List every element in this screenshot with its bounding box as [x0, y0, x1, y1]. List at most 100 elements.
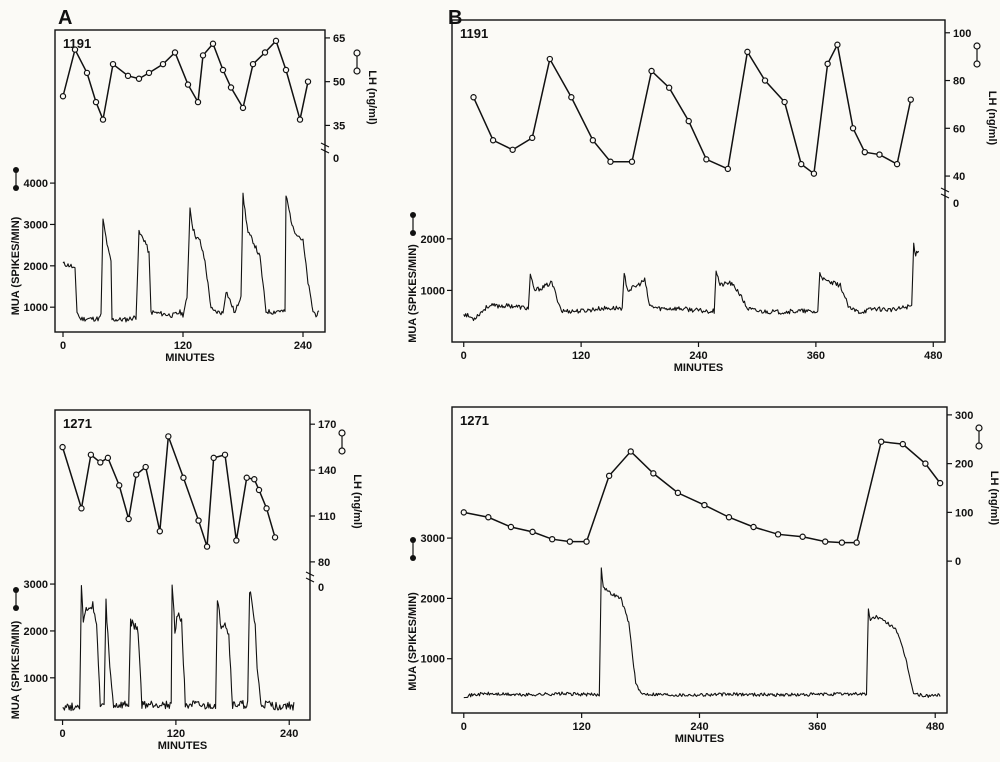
- x-tick-label: 120: [167, 728, 185, 740]
- lh-point: [674, 489, 682, 497]
- lh-tick-label: 0: [955, 556, 961, 568]
- panel-label-a: A: [58, 7, 72, 29]
- lh-point: [893, 160, 901, 168]
- lh-point: [822, 538, 829, 545]
- lh-point: [251, 476, 258, 483]
- mua-axis-label: MUA (SPIKES/MIN): [10, 216, 22, 315]
- mua-tick-label: 2000: [24, 626, 48, 638]
- lh-tick-label: 65: [333, 33, 345, 45]
- x-tick-label: 240: [689, 350, 707, 362]
- lh-point: [78, 505, 85, 512]
- lh-point: [125, 515, 132, 523]
- x-tick-label: 0: [59, 728, 65, 740]
- lh-point: [104, 454, 112, 462]
- lh-point: [142, 463, 149, 471]
- lh-point: [227, 84, 235, 91]
- lh-point: [834, 41, 841, 48]
- x-axis-label: MINUTES: [675, 733, 725, 745]
- lh-point: [546, 55, 554, 63]
- lh-point: [799, 533, 806, 540]
- lh-legend-dot: [353, 49, 361, 57]
- x-tick-label: 360: [808, 721, 826, 733]
- lh-point: [607, 158, 614, 165]
- lh-point: [92, 98, 100, 106]
- lh-zero-label: 0: [953, 198, 959, 210]
- lh-point: [853, 539, 860, 546]
- lh-point: [861, 148, 868, 156]
- lh-point: [180, 474, 187, 481]
- panel-label-b: B: [448, 7, 462, 29]
- lh-point: [627, 448, 634, 455]
- lh-point: [583, 538, 590, 545]
- lh-point: [135, 75, 143, 82]
- chart-a-1271: 1271 0 120 240 MINUTES 1000 2000 3000 MUA (SPIKE…: [10, 409, 363, 752]
- lh-point: [263, 505, 270, 512]
- animal-id-label: 1191: [63, 36, 91, 51]
- lh-point: [261, 49, 269, 56]
- lh-point: [568, 94, 575, 101]
- lh-point: [922, 460, 929, 467]
- lh-tick-label: 60: [953, 123, 965, 135]
- lh-axis-label: LH (ng/ml): [986, 91, 998, 146]
- mua-legend-dot: [410, 230, 416, 236]
- mua-tick-label: 1000: [24, 673, 48, 685]
- lh-point: [899, 440, 907, 448]
- lh-point: [781, 98, 788, 106]
- mua-tick-label: 2000: [421, 234, 445, 246]
- lh-tick-label: 80: [318, 557, 330, 569]
- lh-point: [71, 46, 79, 53]
- lh-point: [701, 501, 708, 509]
- lh-point: [725, 514, 733, 521]
- lh-point: [665, 84, 673, 91]
- lh-point: [485, 514, 492, 521]
- lh-point: [489, 137, 497, 144]
- mua-series-line: [62, 192, 320, 323]
- lh-point: [304, 78, 312, 85]
- lh-tick-label: 40: [953, 171, 965, 183]
- lh-legend-dot: [353, 67, 361, 75]
- lh-point: [159, 60, 167, 68]
- lh-point: [936, 479, 944, 487]
- lh-point: [460, 509, 467, 516]
- animal-id-label: 1271: [460, 413, 489, 428]
- lh-zero-label: 0: [333, 153, 339, 165]
- lh-point: [876, 151, 883, 158]
- lh-point: [703, 156, 710, 163]
- mua-axis-label: MUA (SPIKES/MIN): [407, 244, 419, 343]
- lh-zero-label: 0: [318, 582, 324, 594]
- x-tick-label: 240: [280, 728, 298, 740]
- animal-id-label: 1191: [460, 26, 488, 41]
- lh-series-line: [472, 42, 912, 176]
- mua-series-line: [463, 242, 920, 322]
- lh-point: [233, 537, 240, 544]
- lh-tick-label: 140: [318, 465, 336, 477]
- lh-point: [724, 165, 732, 173]
- x-tick-label: 0: [461, 721, 467, 733]
- mua-series-line: [62, 584, 295, 712]
- lh-tick-label: 100: [955, 507, 973, 519]
- lh-point: [145, 69, 153, 77]
- lh-point: [849, 125, 857, 132]
- lh-axis-label: LH (ng/ml): [988, 471, 1000, 526]
- plot-frame: [451, 406, 948, 714]
- x-tick-label: 240: [294, 340, 312, 352]
- mua-tick-label: 2000: [421, 593, 445, 605]
- lh-point: [685, 117, 692, 125]
- lh-point: [628, 158, 636, 165]
- mua-tick-label: 4000: [24, 178, 48, 190]
- lh-point: [648, 67, 655, 75]
- chart-a-1191: 1191 0 120 240 MINUTES 1000 2000 3000 4000 MUA (S…: [10, 29, 378, 364]
- lh-point: [750, 523, 757, 531]
- lh-point: [249, 60, 257, 68]
- lh-point: [239, 104, 247, 112]
- lh-point: [798, 160, 805, 168]
- mua-legend-dot: [13, 167, 19, 173]
- axis-break-mark: [940, 187, 950, 199]
- lh-legend-dot: [973, 60, 981, 68]
- lh-point: [219, 66, 227, 74]
- lh-point: [116, 482, 123, 489]
- lh-point: [296, 116, 304, 123]
- x-tick-label: 120: [174, 340, 192, 352]
